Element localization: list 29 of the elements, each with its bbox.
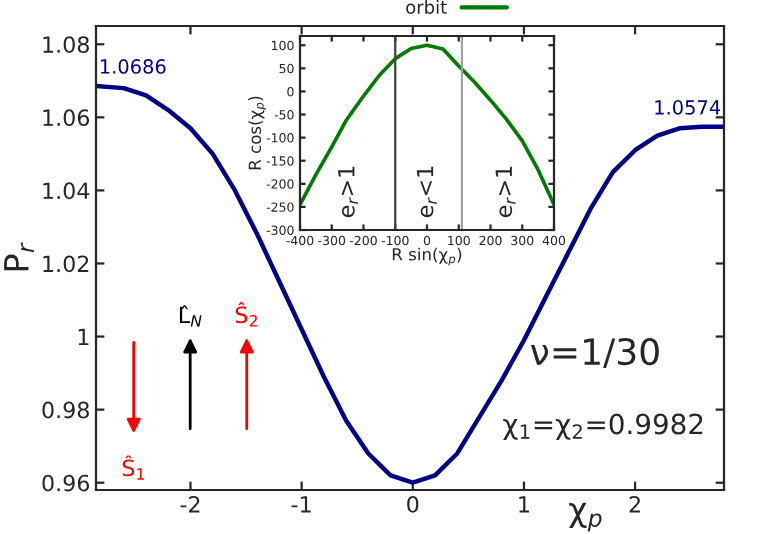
annotation: Ŝ$_{2}$ [235, 302, 257, 327]
annotation: ν=1/30 [530, 337, 659, 369]
x-tick-label: 2 [629, 495, 640, 513]
y-tick-label: 0.96 [42, 474, 90, 492]
annotation: e$_{r}$>1 [338, 166, 359, 218]
x-axis-title: R sin(χ$_{p}$) [392, 247, 462, 266]
y-tick-label: 0.98 [42, 401, 89, 419]
y-axis-title: P$_{r}$ [4, 242, 34, 271]
y-tick-label: 1.06 [43, 109, 90, 127]
legend-label: orbit [406, 0, 447, 14]
annotation: e$_{r}$<1 [416, 166, 437, 218]
annotation: χ$_{1}$=χ$_{2}$=0.9982 [503, 413, 703, 440]
annotation: e$_{r}$>1 [495, 166, 516, 218]
annotation: 1.0574 [655, 100, 721, 115]
annotation: Ŝ$_{1}$ [122, 455, 145, 480]
y-axis-title: R cos(χ$_{p}$) [248, 96, 267, 170]
x-tick-label: -1 [291, 496, 311, 513]
x-tick-label: 0 [407, 495, 419, 513]
x-axis-title: χ$_{p}$ [569, 502, 602, 532]
y-tick-label: 1 [78, 328, 89, 345]
line-series [96, 83, 724, 485]
annotation: L̂$_{N}$ [179, 305, 202, 327]
y-tick-label: 1.08 [43, 36, 89, 54]
line-series [300, 43, 554, 207]
y-tick-label: 1.02 [43, 255, 89, 273]
y-tick-label: 1.04 [43, 182, 90, 200]
annotation: 1.0686 [100, 59, 166, 74]
x-tick-label: -2 [180, 495, 200, 513]
x-tick-label: 1 [519, 496, 529, 513]
